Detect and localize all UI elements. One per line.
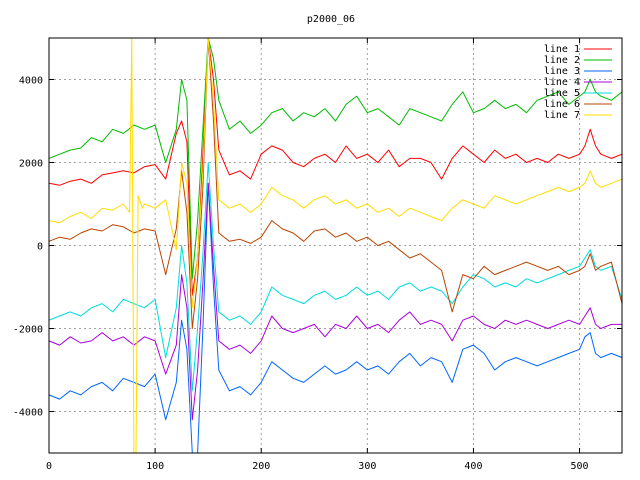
- series-line-7: [49, 38, 622, 453]
- y-tick-label: 0: [37, 242, 43, 253]
- x-tick-label: 400: [464, 461, 482, 472]
- x-tick-label: 300: [358, 461, 376, 472]
- series-line-6: [49, 38, 622, 329]
- legend-label-2: line 2: [544, 55, 580, 66]
- legend-label-7: line 7: [544, 110, 580, 121]
- x-tick-label: 200: [252, 461, 270, 472]
- y-tick-label: 4000: [19, 76, 43, 87]
- x-tick-label: 0: [46, 461, 52, 472]
- legend-label-6: line 6: [544, 99, 580, 110]
- y-tick-label: -2000: [13, 325, 43, 336]
- y-tick-label: -4000: [13, 408, 43, 419]
- series-line-4: [49, 182, 622, 421]
- series-line-2: [49, 38, 622, 280]
- x-tick-label: 500: [571, 461, 589, 472]
- series-line-5: [49, 162, 622, 392]
- y-tick-label: 2000: [19, 159, 43, 170]
- legend-label-5: line 5: [544, 88, 580, 99]
- legend-label-1: line 1: [544, 44, 580, 55]
- grid: [49, 38, 622, 453]
- legend-label-4: line 4: [544, 77, 580, 88]
- axis-ticks: 0 100 200 300 400 500 -4000 -2000 0 2000 4000: [13, 38, 622, 472]
- x-tick-label: 100: [146, 461, 164, 472]
- legend-label-3: line 3: [544, 66, 580, 77]
- chart-title: p2000_06: [307, 14, 355, 25]
- series-line-3: [49, 182, 622, 453]
- series-line-1: [49, 38, 622, 296]
- series-layer: [49, 38, 622, 453]
